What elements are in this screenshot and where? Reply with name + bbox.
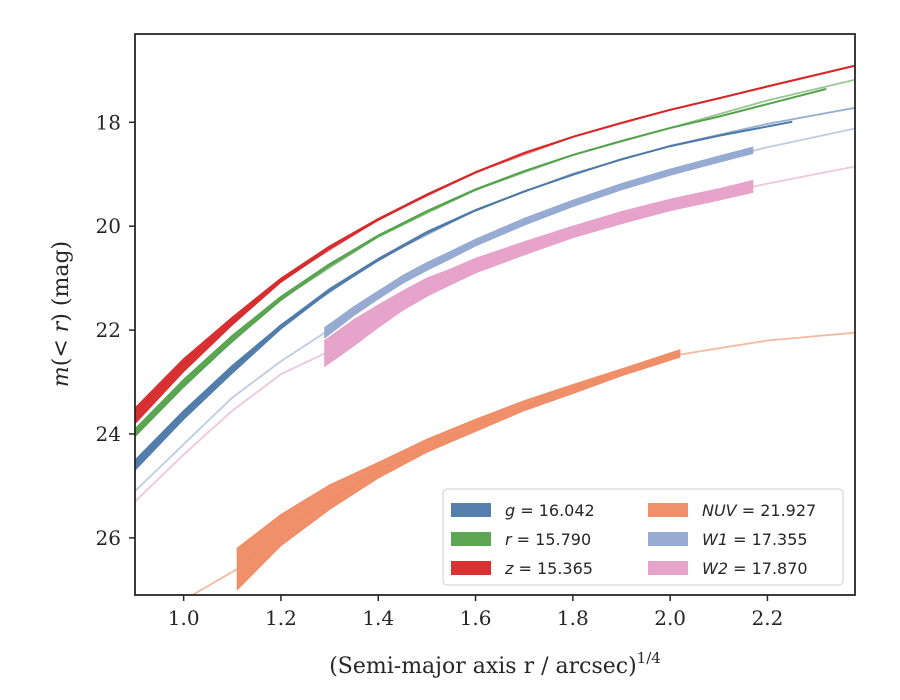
y-axis: 18 20 22 24 26 xyxy=(96,110,135,550)
y-tick-label: 18 xyxy=(96,110,121,134)
legend-band-value: 17.355 xyxy=(752,530,808,549)
legend-swatch-nuv xyxy=(648,503,688,517)
y-tick-label: 22 xyxy=(96,318,121,342)
legend-band-value: 15.790 xyxy=(535,530,591,549)
legend-equals: = xyxy=(728,530,752,549)
legend-swatch-w2 xyxy=(648,561,688,575)
legend-band-name: r xyxy=(505,530,513,549)
legend-label-nuv: NUV = 21.927 xyxy=(702,501,816,520)
legend-swatch-g xyxy=(451,503,491,517)
plot-frame xyxy=(134,33,856,596)
profile-band-w1 xyxy=(324,146,754,339)
legend-equals: = xyxy=(513,559,537,578)
legend-equals: = xyxy=(737,501,761,520)
x-axis-label-text: (Semi-major axis r / arcsec) xyxy=(329,654,636,679)
y-axis-label: m(< r) (mag) xyxy=(49,241,74,387)
legend-label-z: z = 15.365 xyxy=(504,559,593,578)
legend-label-g: g = 16.042 xyxy=(505,501,595,520)
profile-band-r xyxy=(135,87,827,438)
profile-band-g xyxy=(135,120,793,472)
x-tick-label: 1.8 xyxy=(557,606,589,630)
legend-band-name: z xyxy=(504,559,514,578)
legend-equals: = xyxy=(515,501,539,520)
x-tick-label: 1.4 xyxy=(362,606,394,630)
legend-band-name: W2 xyxy=(702,559,728,578)
legend-frame xyxy=(442,488,844,586)
legend-label-w2: W2 = 17.870 xyxy=(702,559,808,578)
legend-band-value: 16.042 xyxy=(539,501,595,520)
x-tick-label: 2.0 xyxy=(654,606,686,630)
y-tick-label: 24 xyxy=(96,422,121,446)
x-axis-label-exponent: 1/4 xyxy=(637,649,661,667)
series-layer xyxy=(135,64,855,595)
profile-band-w2 xyxy=(324,179,754,368)
legend: g = 16.042 r = 15.790 z = 15.365 NUV = 21.9… xyxy=(442,488,844,586)
legend-equals: = xyxy=(512,530,536,549)
x-axis: 1.0 1.2 1.4 1.6 1.8 2.0 2.2 xyxy=(168,595,784,630)
legend-label-r: r = 15.790 xyxy=(505,530,591,549)
legend-swatch-r xyxy=(451,532,491,546)
y-tick-label: 26 xyxy=(96,526,121,550)
legend-equals: = xyxy=(728,559,752,578)
legend-label-w1: W1 = 17.355 xyxy=(702,530,808,549)
legend-band-name: NUV xyxy=(702,501,738,520)
legend-band-value: 17.870 xyxy=(752,559,808,578)
x-axis-label: (Semi-major axis r / arcsec)1/4 xyxy=(329,649,661,679)
profile-band-z xyxy=(135,64,855,425)
x-tick-label: 1.2 xyxy=(265,606,297,630)
legend-swatch-w1 xyxy=(648,532,688,546)
legend-band-value: 21.927 xyxy=(760,501,816,520)
y-tick-label: 20 xyxy=(96,214,121,238)
x-tick-label: 2.2 xyxy=(752,606,784,630)
legend-band-name: W1 xyxy=(702,530,728,549)
legend-band-name: g xyxy=(505,501,515,520)
legend-band-value: 15.365 xyxy=(537,559,593,578)
x-tick-label: 1.6 xyxy=(460,606,492,630)
legend-swatch-z xyxy=(451,561,491,575)
profile-band-nuv xyxy=(236,349,681,592)
x-tick-label: 1.0 xyxy=(168,606,200,630)
